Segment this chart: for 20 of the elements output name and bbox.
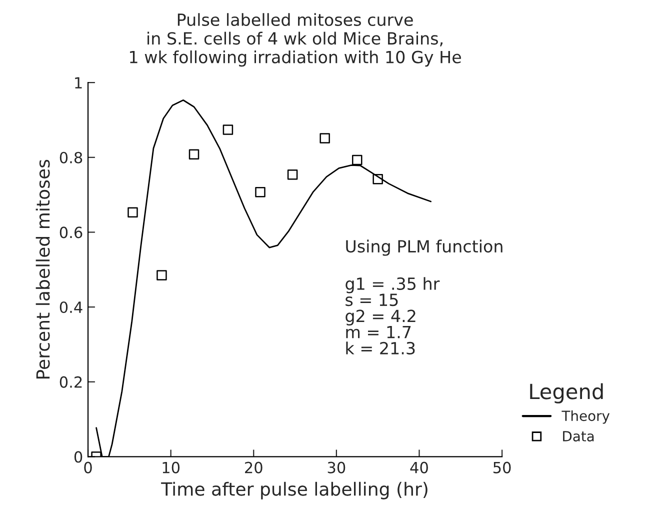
x-tick-label: 0 <box>84 462 92 474</box>
legend-label: Data <box>563 431 594 442</box>
x-tick-label: 40 <box>410 462 428 474</box>
y-tick-label: 0.2 <box>60 376 82 388</box>
x-axis-title: Time after pulse labelling (hr) <box>161 482 428 500</box>
y-tick-label: 0 <box>74 451 82 463</box>
annotation: Using PLM function <box>346 240 502 256</box>
y-tick-label: 0.6 <box>60 226 82 238</box>
legend-title: Legend <box>530 383 603 404</box>
chart-title: Pulse labelled mitoses curve in S.E. cells of 4 wk old Mice Brains, 1 wk following irradiation with 10 Gy He <box>130 13 461 67</box>
y-tick-label: 0.4 <box>60 301 82 314</box>
y-axis-title: Percent labelled mitoses <box>36 160 50 378</box>
legend-label: Theory <box>562 410 610 424</box>
y-tick-label: 1 <box>75 77 82 88</box>
y-tick-label: 0.8 <box>60 152 82 164</box>
x-tick-label: 50 <box>494 462 511 474</box>
x-tick-label: 10 <box>162 462 180 474</box>
x-tick-label: 20 <box>245 462 262 474</box>
annotation: g1 = .35 hr s = 15 g2 = 4.2 m = 1.7 k = 21.3 <box>346 277 440 355</box>
x-tick-label: 30 <box>328 462 346 474</box>
